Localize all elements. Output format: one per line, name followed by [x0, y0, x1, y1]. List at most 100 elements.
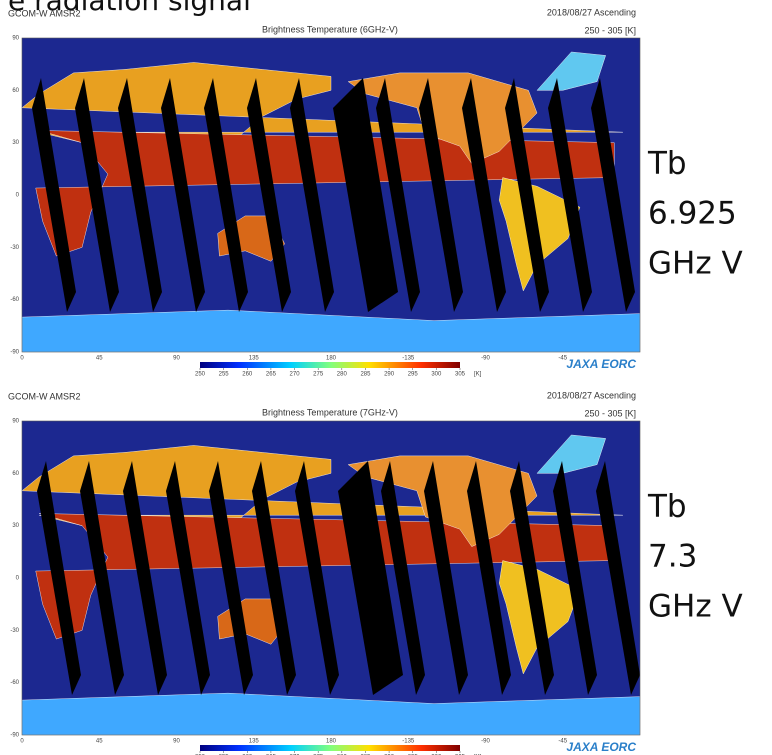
swath-gap: [75, 78, 119, 312]
land: [22, 309, 640, 352]
map-panel: GCOM-W AMSR2 Brightness Temperature (7GHz…: [8, 390, 743, 755]
land: [499, 177, 581, 292]
lon-label: -45: [558, 739, 567, 745]
colorbar-tick-label: 265: [266, 372, 277, 378]
swath-gap: [505, 78, 549, 312]
lon-label: 135: [249, 739, 260, 745]
swath-gap: [80, 461, 124, 695]
date-label: 2018/08/27 Ascending: [547, 7, 636, 17]
swath-gap: [32, 78, 76, 312]
side-label: 7.3: [648, 539, 697, 575]
land: [22, 692, 640, 735]
colorbar-tick-label: 290: [384, 372, 395, 378]
logo: JAXA EORC: [566, 357, 636, 371]
swath-gap: [510, 461, 554, 695]
side-label: GHz V: [648, 589, 743, 625]
lat-label: -60: [10, 297, 19, 303]
swath-gap: [37, 461, 81, 695]
swath-gap: [467, 461, 511, 695]
lat-label: -60: [10, 680, 19, 686]
map-title: Brightness Temperature (7GHz-V): [262, 407, 398, 417]
lon-label: -135: [402, 739, 415, 745]
lon-label: 180: [326, 356, 337, 362]
map: [22, 421, 640, 735]
swath-gap: [161, 78, 205, 312]
lon-label: 90: [173, 739, 180, 745]
satellite-label: GCOM-W AMSR2: [8, 391, 81, 401]
swath-gap: [118, 78, 162, 312]
swath-gap: [424, 461, 468, 695]
lat-label: 0: [16, 193, 20, 199]
range-label: 250 - 305 [K]: [584, 25, 636, 35]
side-label: 6.925: [648, 196, 737, 232]
map-frame: [21, 37, 641, 353]
lat-label: 90: [12, 36, 19, 42]
side-label: Tb: [647, 146, 687, 182]
swath-gap: [166, 461, 210, 695]
swath-gap: [596, 461, 640, 695]
swath-gap: [591, 78, 635, 312]
map-panel: GCOM-W AMSR2 Brightness Temperature (6GHz…: [8, 7, 743, 377]
lat-label: -30: [10, 628, 19, 634]
lat-label: 90: [12, 419, 19, 425]
lat-label: 0: [16, 576, 20, 582]
colorbar-tick-label: 285: [360, 372, 371, 378]
lat-label: -30: [10, 245, 19, 251]
swath-gap: [247, 78, 291, 312]
swath-gap: [209, 461, 253, 695]
map: [22, 38, 640, 352]
range-label: 250 - 305 [K]: [584, 408, 636, 418]
swath-gap: [376, 78, 420, 312]
swath-gap: [204, 78, 248, 312]
lon-label: 45: [96, 739, 103, 745]
colorbar: [200, 362, 460, 368]
swath-gap: [419, 78, 463, 312]
logo: JAXA EORC: [566, 740, 636, 754]
colorbar-tick-label: 275: [313, 372, 324, 378]
lat-label: -90: [10, 350, 19, 356]
side-label: GHz V: [648, 246, 743, 282]
colorbar-tick-label: 280: [337, 372, 348, 378]
land: [347, 455, 538, 547]
colorbar-tick-label: 300: [431, 372, 442, 378]
colorbar-unit: [K]: [474, 372, 482, 378]
swath-gap: [123, 461, 167, 695]
lat-label: 30: [12, 140, 19, 146]
swath-gap: [290, 78, 334, 312]
swath-gap: [338, 461, 403, 695]
slide-title: e radiation signal: [8, 0, 251, 17]
colorbar-tick-label: 305: [455, 372, 466, 378]
lon-label: 0: [20, 356, 24, 362]
satellite-label: GCOM-W AMSR2: [8, 8, 81, 18]
lat-label: 60: [12, 471, 19, 477]
date-label: 2018/08/27 Ascending: [547, 390, 636, 400]
colorbar-tick-label: 260: [242, 372, 253, 378]
map-title: Brightness Temperature (6GHz-V): [262, 24, 398, 34]
lon-label: -90: [481, 356, 490, 362]
swath-gap: [553, 461, 597, 695]
lon-label: 45: [96, 356, 103, 362]
colorbar: [200, 745, 460, 751]
lon-label: 135: [249, 356, 260, 362]
lat-label: 30: [12, 523, 19, 529]
lon-label: 0: [20, 739, 24, 745]
colorbar-tick-label: 270: [290, 372, 301, 378]
lon-label: -90: [481, 739, 490, 745]
land: [347, 72, 538, 164]
lon-label: 180: [326, 739, 337, 745]
map-frame: [21, 420, 641, 736]
swath-gap: [295, 461, 339, 695]
lat-label: -90: [10, 733, 19, 739]
swath-gap: [333, 78, 398, 312]
lon-label: -45: [558, 356, 567, 362]
side-label: Tb: [647, 489, 687, 525]
swath-gap: [252, 461, 296, 695]
swath-gap: [548, 78, 592, 312]
colorbar-tick-label: 295: [408, 372, 419, 378]
lon-label: 90: [173, 356, 180, 362]
swath-gap: [462, 78, 506, 312]
swath-gap: [381, 461, 425, 695]
colorbar-tick-label: 255: [219, 372, 230, 378]
